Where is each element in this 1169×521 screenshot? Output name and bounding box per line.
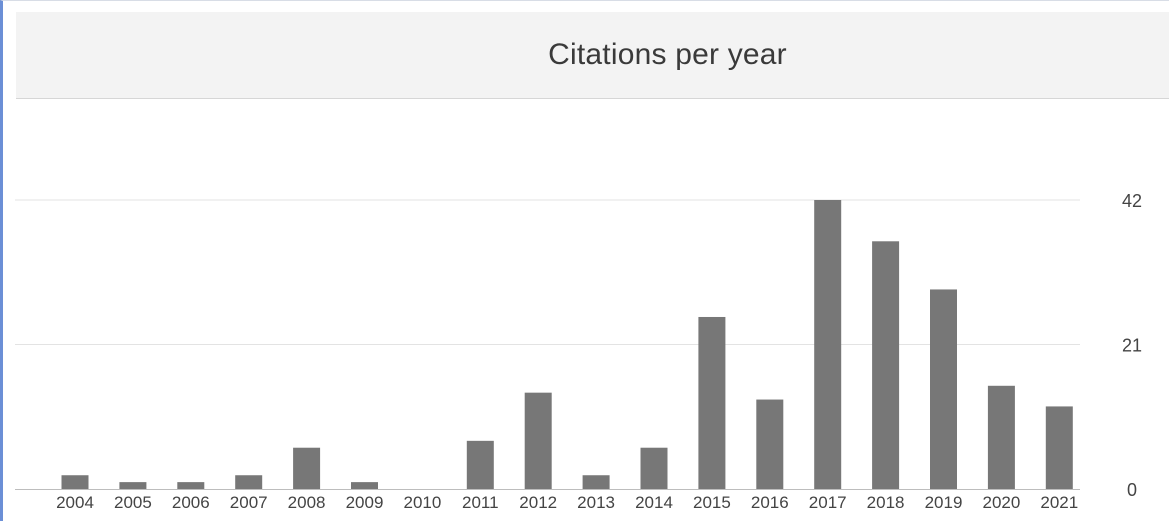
bar-2004[interactable] bbox=[61, 475, 89, 489]
bar-2020[interactable] bbox=[987, 385, 1015, 489]
x-tick-label: 2018 bbox=[867, 493, 905, 512]
x-tick-label: 2015 bbox=[693, 493, 731, 512]
chart-header: Citations per year bbox=[16, 12, 1169, 99]
bar-2008[interactable] bbox=[293, 447, 321, 489]
bars bbox=[61, 200, 1073, 489]
bar-2015[interactable] bbox=[698, 316, 726, 489]
bar-2011[interactable] bbox=[466, 440, 494, 489]
x-tick-label: 2016 bbox=[751, 493, 789, 512]
x-tick-label: 2013 bbox=[577, 493, 615, 512]
bar-2012[interactable] bbox=[524, 392, 552, 489]
y-tick-label: 0 bbox=[1127, 480, 1137, 500]
x-tick-label: 2004 bbox=[56, 493, 94, 512]
bar-2017[interactable] bbox=[814, 200, 842, 489]
bar-2006[interactable] bbox=[177, 482, 205, 489]
bar-2005[interactable] bbox=[119, 482, 147, 489]
bar-2013[interactable] bbox=[582, 475, 610, 489]
y-tick-label: 21 bbox=[1122, 336, 1142, 356]
x-tick-label: 2012 bbox=[519, 493, 557, 512]
x-tick-label: 2014 bbox=[635, 493, 673, 512]
x-tick-label: 2020 bbox=[982, 493, 1020, 512]
bar-2009[interactable] bbox=[351, 482, 378, 489]
chart-title: Citations per year bbox=[548, 38, 787, 71]
bar-2019[interactable] bbox=[930, 289, 957, 489]
bar-2021[interactable] bbox=[1045, 406, 1073, 489]
x-tick-label: 2021 bbox=[1040, 493, 1078, 512]
bar-2014[interactable] bbox=[640, 447, 668, 489]
y-tick-label: 42 bbox=[1122, 191, 1142, 211]
gridlines bbox=[15, 199, 1080, 345]
x-tick-label: 2011 bbox=[462, 493, 499, 512]
x-tick-label: 2019 bbox=[925, 493, 963, 512]
bar-2007[interactable] bbox=[235, 475, 263, 489]
bar-2018[interactable] bbox=[872, 241, 900, 489]
x-tick-label: 2005 bbox=[114, 493, 152, 512]
x-tick-label: 2010 bbox=[403, 493, 441, 512]
axis-labels: 0 21 42 2004 2005 2006 2007 2008 2009 2010 2011 201… bbox=[56, 191, 1142, 512]
x-tick-label: 2007 bbox=[230, 493, 268, 512]
x-tick-label: 2006 bbox=[172, 493, 210, 512]
x-tick-label: 2008 bbox=[288, 493, 326, 512]
bar-2016[interactable] bbox=[756, 399, 784, 489]
x-tick-label: 2009 bbox=[346, 493, 384, 512]
x-tick-label: 2017 bbox=[809, 493, 847, 512]
